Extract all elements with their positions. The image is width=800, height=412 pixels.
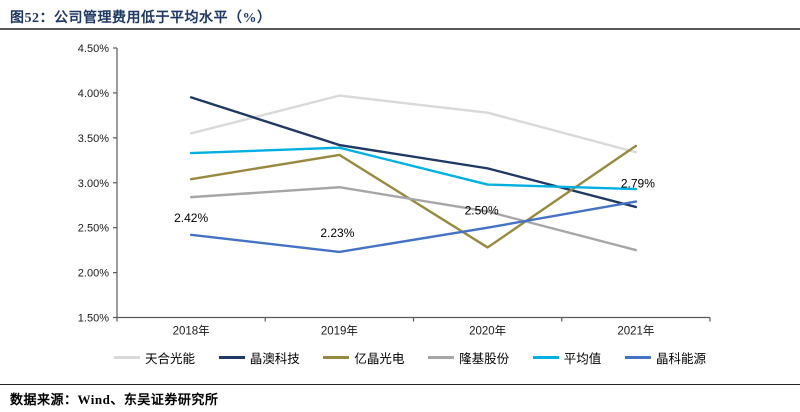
data-point-label: 2.42%: [174, 211, 208, 225]
title-divider: [0, 28, 800, 30]
legend-line-swatch: [323, 356, 350, 359]
figure-title: 图52：公司管理费用低于平均水平（%）: [10, 11, 272, 26]
y-axis-tick-label: 4.00%: [78, 88, 109, 100]
legend-label: 天合光能: [145, 352, 196, 366]
x-axis-tick-label: 2018年: [173, 324, 210, 338]
legend-label: 晶澳科技: [249, 352, 300, 366]
x-axis-tick-label: 2021年: [617, 324, 654, 338]
y-axis-tick-label: 3.00%: [78, 178, 109, 190]
series-line-2: [189, 144, 638, 249]
legend-line-swatch: [218, 356, 245, 359]
legend-line-swatch: [114, 356, 140, 359]
y-axis-tick-label: 3.50%: [78, 133, 109, 145]
x-axis-tick-label: 2019年: [321, 324, 358, 338]
legend-item: 亿晶光电: [323, 348, 404, 367]
legend-label: 晶科能源: [655, 352, 706, 366]
legend-item: 晶科能源: [624, 348, 706, 367]
data-point-label: 2.50%: [465, 204, 499, 218]
series-line-0: [189, 94, 638, 154]
y-axis-tick-label: 2.50%: [78, 223, 109, 235]
legend-line-swatch: [624, 356, 651, 359]
series-line-4: [189, 146, 638, 191]
legend-label: 亿晶光电: [354, 352, 405, 366]
legend-line-swatch: [428, 356, 455, 359]
series-line-3: [189, 186, 638, 252]
chart-legend: 天合光能 晶澳科技 亿晶光电 隆基股份 平均值 晶科能源: [114, 348, 706, 367]
x-axis-tick-label: 2020年: [469, 324, 506, 338]
data-point-label: 2.79%: [621, 177, 655, 191]
footer-divider: [0, 384, 800, 385]
legend-line-swatch: [532, 356, 559, 359]
y-axis-tick-label: 4.50%: [78, 43, 109, 55]
series-line-5: [189, 200, 638, 254]
legend-item: 晶澳科技: [218, 348, 300, 367]
legend-item: 平均值: [532, 348, 602, 367]
data-source-note: 数据来源：Wind、东吴证券研究所: [10, 392, 219, 407]
y-axis-tick-label: 1.50%: [78, 313, 109, 325]
legend-item: 隆基股份: [428, 348, 509, 367]
legend-item: 天合光能: [114, 348, 195, 367]
legend-label: 平均值: [563, 352, 602, 366]
y-axis-tick-label: 2.00%: [78, 268, 109, 280]
data-point-label: 2.23%: [320, 226, 354, 240]
legend-label: 隆基股份: [459, 352, 510, 366]
